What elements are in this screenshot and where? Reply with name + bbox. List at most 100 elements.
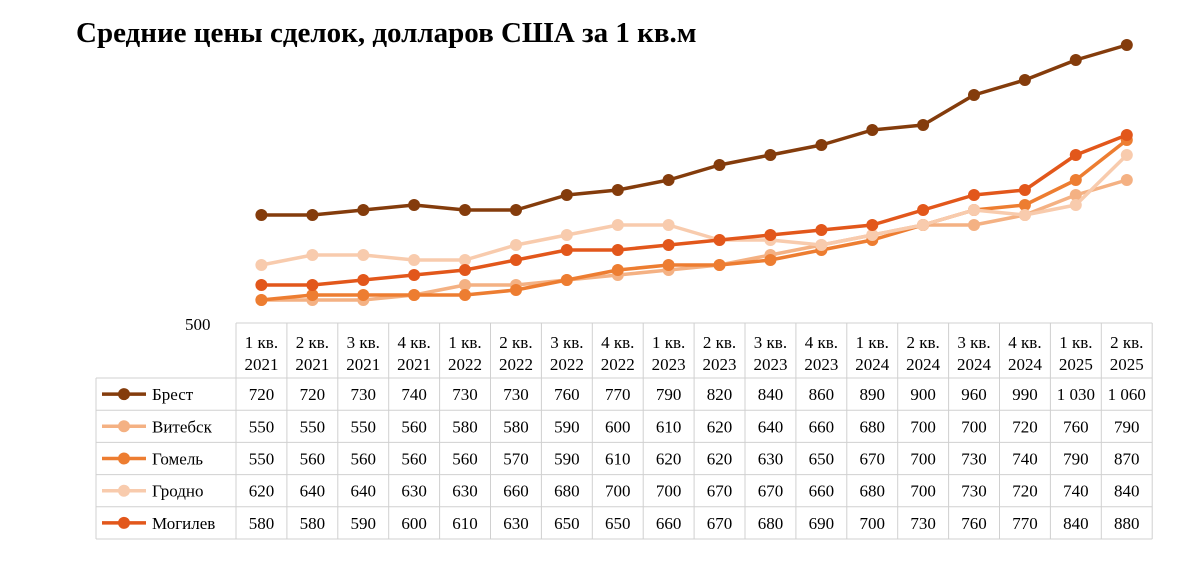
x-tick-label: 4 кв.: [601, 333, 634, 352]
table-value: 770: [605, 385, 631, 404]
series-4-point: [815, 239, 828, 251]
x-tick-label: 4 кв.: [805, 333, 838, 352]
x-tick-label: 2022: [550, 355, 584, 374]
x-tick-label: 3 кв.: [347, 333, 380, 352]
table-value: 640: [758, 417, 784, 436]
series-4-point: [408, 254, 421, 266]
table-value: 640: [351, 482, 377, 501]
series-2-point: [459, 279, 471, 291]
table-value: 630: [452, 482, 478, 501]
table-value: 760: [1063, 417, 1089, 436]
table-value: 560: [401, 417, 427, 436]
table-value: 590: [554, 450, 580, 469]
table-value: 620: [249, 482, 275, 501]
table-value: 740: [401, 385, 427, 404]
table-value: 840: [1114, 482, 1140, 501]
series-4-point: [611, 219, 624, 231]
series-5-point: [815, 224, 828, 236]
table-value: 990: [1012, 385, 1038, 404]
series-4-point: [968, 204, 980, 216]
table-value: 570: [503, 450, 529, 469]
table-value: 960: [961, 385, 987, 404]
table-value: 700: [910, 482, 936, 501]
x-tick-label: 3 кв.: [957, 333, 990, 352]
table-value: 650: [809, 450, 835, 469]
table-value: 680: [554, 482, 580, 501]
x-tick-label: 2022: [499, 355, 533, 374]
series-5-point: [357, 274, 370, 286]
table-value: 730: [961, 450, 987, 469]
table-value: 610: [605, 450, 631, 469]
x-tick-label: 2023: [804, 355, 838, 374]
legend-key-marker: [118, 484, 130, 497]
series-3-point: [306, 289, 319, 301]
x-tick-label: 1 кв.: [652, 333, 685, 352]
table-value: 670: [707, 514, 733, 533]
table-value: 1 030: [1057, 385, 1095, 404]
x-tick-label: 2023: [703, 355, 737, 374]
legend-key-marker: [118, 420, 130, 433]
x-tick-label: 2025: [1059, 355, 1093, 374]
table-value: 590: [351, 514, 377, 533]
series-3-point: [611, 264, 624, 276]
table-value: 560: [300, 450, 326, 469]
table-value: 870: [1114, 450, 1140, 469]
table-value: 660: [809, 482, 835, 501]
series-1-point: [866, 124, 879, 136]
series-3-point: [560, 274, 573, 286]
series-1-point: [611, 184, 624, 196]
table-value: 630: [503, 514, 529, 533]
table-value: 660: [503, 482, 529, 501]
series-5-point: [713, 234, 726, 246]
series-5-point: [306, 279, 319, 291]
series-1-point: [357, 204, 370, 216]
table-value: 660: [809, 417, 835, 436]
table-value: 730: [503, 385, 529, 404]
series-1-point: [459, 204, 471, 216]
series-5-point: [255, 279, 268, 291]
series-1-point: [306, 209, 319, 221]
series-line-2: [259, 178, 1129, 302]
x-tick-label: 2022: [448, 355, 482, 374]
series-5-point: [1069, 149, 1082, 161]
series-4-point: [1069, 199, 1082, 211]
legend-key-marker: [118, 516, 130, 529]
table-value: 880: [1114, 514, 1140, 533]
series-5-point: [611, 244, 624, 256]
table-value: 610: [656, 417, 682, 436]
table-value: 620: [656, 450, 682, 469]
table-value: 720: [1012, 417, 1038, 436]
series-1-point: [560, 189, 573, 201]
table-value: 680: [860, 417, 886, 436]
table-value: 730: [961, 482, 987, 501]
legend-key-marker: [118, 388, 130, 401]
legend-label: Витебск: [152, 417, 213, 436]
series-3-point: [662, 259, 675, 271]
x-tick-label: 2 кв.: [1110, 333, 1143, 352]
table-value: 770: [1012, 514, 1038, 533]
table-value: 730: [452, 385, 478, 404]
series-1-point: [255, 209, 268, 221]
series-3-point: [408, 289, 421, 301]
table-value: 700: [860, 514, 886, 533]
series-1-point: [510, 204, 522, 216]
series-1-point: [815, 139, 828, 151]
table-value: 550: [249, 417, 275, 436]
table-value: 840: [1063, 514, 1089, 533]
table-value: 740: [1063, 482, 1089, 501]
series-1-point: [408, 199, 421, 211]
series-3-point: [1069, 174, 1082, 186]
x-tick-label: 1 кв.: [448, 333, 481, 352]
table-value: 550: [249, 450, 275, 469]
table-value: 700: [910, 417, 936, 436]
x-tick-label: 2023: [652, 355, 686, 374]
series-line-1: [259, 43, 1129, 217]
table-value: 1 060: [1108, 385, 1146, 404]
table-value: 620: [707, 417, 733, 436]
table-value: 670: [860, 450, 886, 469]
series-2-point: [1069, 189, 1082, 201]
series-4-point: [510, 239, 522, 251]
x-tick-label: 2024: [957, 355, 992, 374]
series-1-point: [662, 174, 675, 186]
x-tick-label: 1 кв.: [856, 333, 889, 352]
